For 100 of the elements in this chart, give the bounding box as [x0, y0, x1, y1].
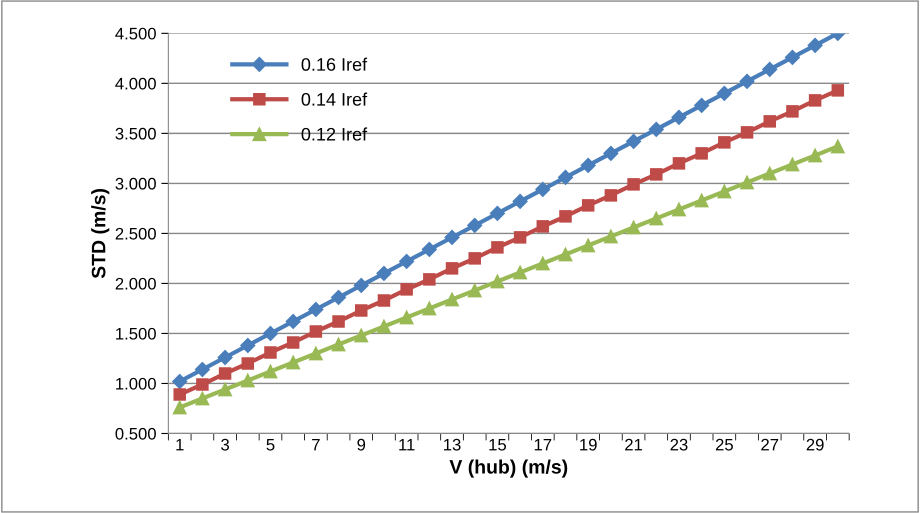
- point: [264, 364, 278, 378]
- x-tick-label: 17: [534, 438, 552, 450]
- point: [649, 211, 664, 226]
- point: [376, 266, 392, 281]
- point: [332, 338, 346, 352]
- point: [580, 158, 596, 173]
- point: [467, 218, 482, 233]
- point: [400, 283, 413, 296]
- point: [763, 115, 776, 128]
- point: [830, 139, 845, 154]
- point: [740, 126, 754, 139]
- point: [603, 146, 618, 161]
- point: [604, 189, 618, 202]
- x-tick-label: 29: [806, 438, 824, 451]
- point: [423, 273, 436, 286]
- point: [672, 202, 686, 216]
- x-tick-label: 7: [312, 438, 320, 450]
- y-tick-label: 2.500: [116, 228, 156, 240]
- point: [445, 292, 459, 306]
- x-axis-title: V (hub) (m/s): [449, 459, 568, 478]
- point: [355, 304, 368, 317]
- y-tick-label: 3.500: [115, 128, 156, 140]
- x-tick-label: 1: [176, 438, 184, 450]
- point: [491, 241, 504, 254]
- point: [808, 38, 823, 53]
- point: [240, 374, 255, 388]
- point: [377, 320, 391, 334]
- point: [286, 356, 300, 370]
- point: [762, 166, 777, 180]
- point: [354, 278, 369, 294]
- point: [581, 238, 596, 252]
- y-tick-label: 3.000: [115, 178, 156, 190]
- point: [195, 392, 210, 406]
- point: [718, 136, 731, 149]
- point: [739, 74, 755, 89]
- point: [172, 374, 188, 390]
- point: [786, 105, 799, 118]
- point: [218, 367, 232, 380]
- y-tick-label: 2.000: [116, 278, 156, 290]
- point: [173, 388, 186, 401]
- point: [422, 301, 436, 316]
- point: [536, 256, 550, 270]
- point: [468, 283, 482, 298]
- point: [582, 199, 594, 212]
- point: [535, 182, 550, 197]
- point: [785, 157, 800, 172]
- point: [808, 148, 822, 162]
- x-tick-label: 3: [221, 438, 229, 451]
- x-tick-label: 21: [625, 438, 642, 450]
- point: [558, 247, 572, 262]
- x-tick-label: 13: [444, 438, 461, 451]
- point: [694, 98, 710, 113]
- point: [446, 262, 458, 275]
- y-tick-label: 4.000: [115, 78, 156, 90]
- legend-label: 0.12 Iref: [302, 127, 368, 141]
- point: [308, 302, 324, 318]
- point: [378, 294, 390, 307]
- y-tick-label: 4.500: [115, 28, 156, 40]
- x-tick-label: 27: [761, 438, 778, 450]
- y-tick-label: 1.500: [116, 328, 156, 340]
- point: [444, 230, 460, 245]
- point: [626, 134, 642, 149]
- point: [172, 400, 187, 414]
- point: [648, 122, 664, 137]
- point: [512, 194, 528, 209]
- x-tick-label: 5: [266, 438, 274, 451]
- point: [784, 50, 800, 65]
- x-tick-label: 9: [357, 438, 366, 451]
- point: [242, 357, 254, 370]
- point: [604, 229, 618, 244]
- point: [695, 147, 708, 160]
- legend-label: 0.16 Iref: [302, 58, 368, 71]
- legend-label: 0.14 Iref: [302, 92, 368, 106]
- point: [218, 382, 232, 396]
- y-axis-title: STD (m/s): [91, 189, 110, 278]
- point: [400, 310, 414, 324]
- point: [650, 168, 663, 181]
- point: [218, 350, 233, 366]
- point: [196, 378, 209, 391]
- point: [514, 231, 526, 244]
- point: [559, 210, 572, 223]
- point: [286, 336, 300, 349]
- point: [264, 346, 277, 359]
- point: [740, 175, 754, 190]
- point: [716, 86, 732, 101]
- point: [262, 326, 278, 342]
- point: [332, 315, 345, 328]
- x-tick-label: 23: [670, 438, 688, 451]
- point: [490, 274, 504, 288]
- point: [330, 290, 346, 306]
- point: [310, 325, 322, 338]
- point: [672, 157, 686, 170]
- point: [536, 220, 550, 233]
- y-tick-label: 1.000: [116, 378, 156, 390]
- x-tick-label: 11: [399, 438, 414, 450]
- point: [626, 220, 641, 234]
- x-tick-label: 15: [489, 438, 506, 451]
- x-tick-label: 25: [716, 438, 733, 451]
- point: [808, 94, 822, 107]
- point: [422, 242, 437, 257]
